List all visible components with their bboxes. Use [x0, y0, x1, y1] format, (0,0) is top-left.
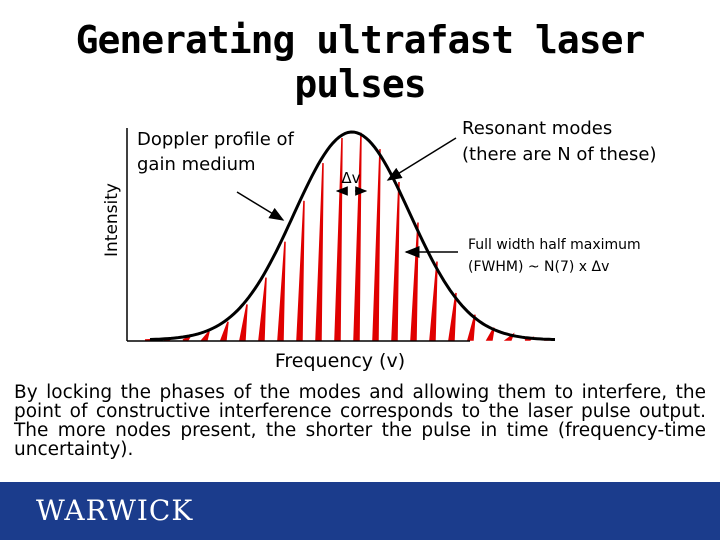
mode-spike	[353, 132, 362, 341]
mode-spike	[315, 163, 324, 341]
mode-spike	[334, 137, 343, 341]
fwhm-label: Full width half maximum	[468, 237, 641, 253]
mode-spike	[391, 181, 400, 341]
mode-spike	[372, 149, 381, 341]
diagram: Intensity Frequency (v) Doppler profile …	[102, 118, 656, 372]
slide-title: Generating ultrafast laser pulses	[75, 18, 646, 106]
mode-spike	[503, 332, 515, 341]
fwhm-label: (FWHM) ~ N(7) x Δv	[468, 259, 609, 275]
x-axis-label: Frequency (v)	[275, 350, 405, 372]
paragraph: By locking the phases of the modes and a…	[14, 382, 706, 460]
mode-spike	[219, 321, 229, 341]
doppler-profile	[149, 130, 555, 341]
mode-spike	[485, 327, 495, 341]
spacing-label: Δv	[341, 169, 360, 187]
modes-label: (there are N of these)	[462, 144, 656, 165]
mode-spike	[277, 241, 286, 341]
mode-spike	[448, 292, 457, 341]
mode-spike	[410, 222, 419, 341]
mode-spike	[182, 334, 192, 341]
mode-spike	[296, 200, 305, 341]
mode-spike	[429, 261, 438, 341]
arrow	[386, 137, 457, 181]
arrow	[236, 191, 285, 221]
logo: WARWICK	[36, 494, 194, 527]
doppler-label: gain medium	[137, 154, 256, 175]
footer: WARWICK	[0, 482, 720, 540]
modes-label: Resonant modes	[462, 118, 612, 139]
mode-spike	[258, 277, 267, 341]
doppler-label: Doppler profile of	[137, 129, 295, 150]
mode-spike	[239, 304, 248, 341]
resonant-modes	[144, 132, 552, 341]
y-axis-label: Intensity	[102, 183, 122, 257]
mode-spike	[467, 314, 476, 341]
mode-spike	[200, 331, 210, 341]
